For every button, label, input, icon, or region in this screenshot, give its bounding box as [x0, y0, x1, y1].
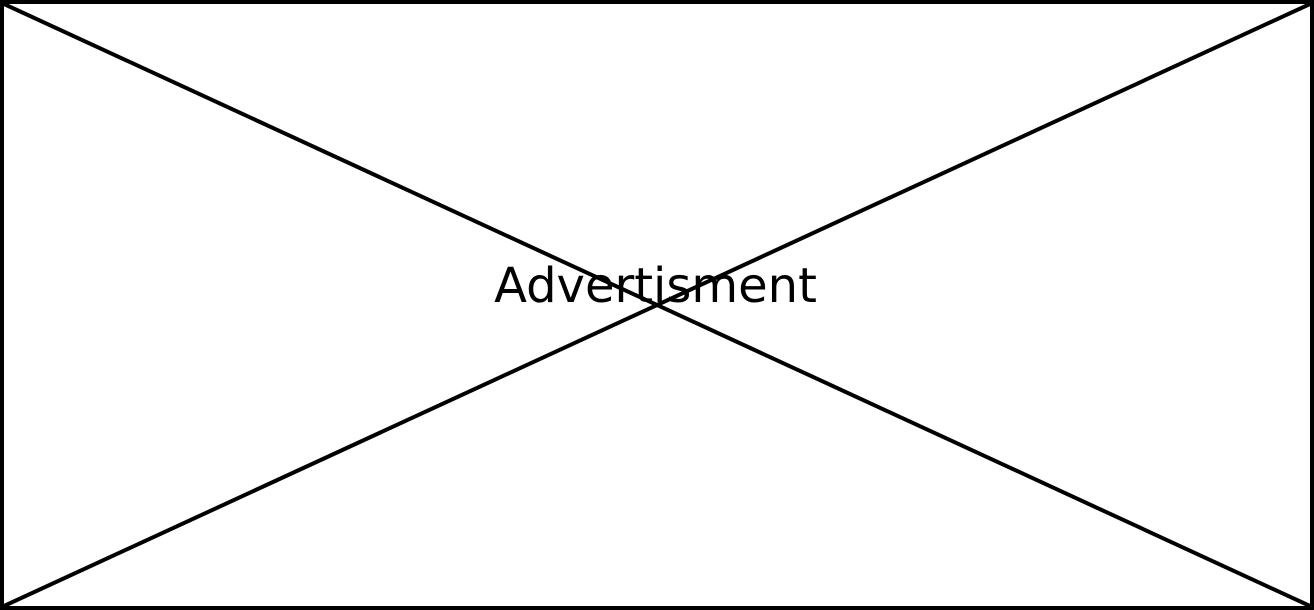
cross-out-icon: [4, 4, 1310, 606]
advertisement-label: Advertisment: [494, 258, 817, 314]
diagonal-line-top-right-to-bottom-left: [4, 4, 1310, 606]
